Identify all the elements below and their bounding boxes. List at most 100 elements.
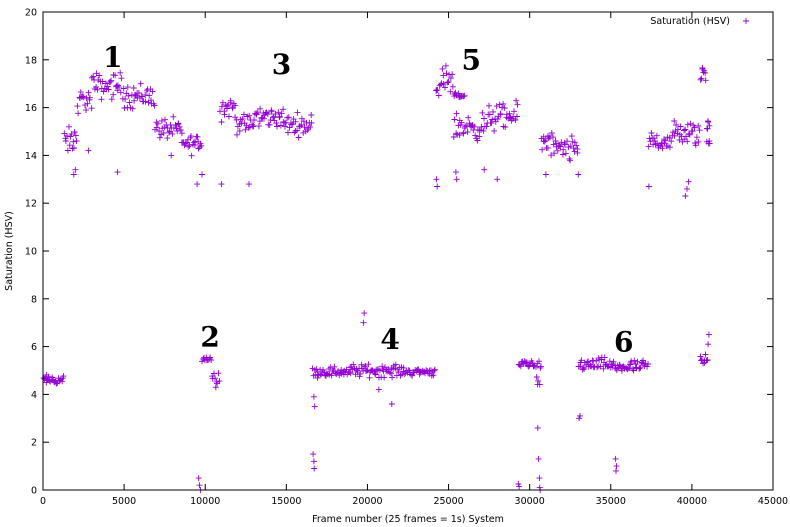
data-point — [542, 137, 549, 144]
data-point — [388, 370, 394, 377]
data-point — [158, 117, 165, 124]
y-tick-label: 18 — [25, 55, 37, 66]
data-point — [562, 141, 568, 148]
data-point-outlier — [494, 176, 501, 183]
data-point — [346, 368, 353, 375]
data-point — [328, 372, 335, 379]
data-point — [571, 139, 578, 146]
data-point — [560, 146, 567, 153]
data-point — [94, 86, 101, 93]
data-point — [160, 130, 167, 136]
data-point — [107, 78, 114, 85]
data-point — [182, 140, 189, 147]
data-point — [697, 353, 704, 360]
data-point — [366, 374, 373, 381]
data-point — [257, 105, 264, 112]
data-point-outlier — [613, 467, 619, 474]
data-point-outlier — [218, 181, 225, 188]
x-axis-title: Frame number (25 frames = 1s) System — [312, 514, 504, 525]
data-point — [533, 363, 539, 370]
data-point-outlier — [575, 171, 582, 178]
data-point — [548, 130, 555, 136]
data-point — [601, 354, 608, 361]
data-point-outlier — [195, 475, 202, 482]
x-tick-label: 10000 — [190, 496, 220, 507]
data-point — [684, 138, 691, 145]
data-point — [637, 364, 644, 371]
data-point — [130, 85, 137, 91]
data-point — [170, 113, 177, 120]
data-point — [266, 121, 273, 128]
data-point — [431, 366, 438, 373]
data-point — [294, 127, 301, 134]
data-point-outlier — [388, 401, 395, 407]
data-point — [580, 364, 586, 371]
data-point — [261, 115, 267, 122]
y-tick-label: 0 — [31, 486, 37, 497]
data-point-outlier — [536, 475, 543, 482]
data-point — [684, 121, 691, 128]
data-point-outlier — [311, 403, 318, 410]
data-point-outlier — [535, 455, 542, 462]
data-point — [494, 116, 501, 122]
data-point — [558, 139, 565, 146]
data-point — [497, 111, 504, 118]
data-point — [597, 363, 604, 370]
data-point — [381, 374, 388, 381]
data-point — [501, 105, 508, 111]
data-point — [176, 123, 183, 130]
data-point-outlier — [452, 169, 459, 176]
data-point-outlier — [705, 331, 712, 338]
data-point — [444, 79, 451, 86]
data-point — [562, 150, 569, 157]
legend-marker — [743, 18, 749, 24]
data-point — [142, 92, 149, 98]
data-point — [245, 124, 252, 131]
data-point — [314, 374, 321, 381]
data-point — [62, 138, 69, 144]
data-point — [397, 372, 404, 379]
data-point — [93, 84, 100, 90]
data-point — [409, 372, 416, 379]
data-point — [59, 378, 66, 385]
data-point — [435, 92, 442, 99]
y-tick-label: 2 — [31, 438, 37, 449]
data-point — [73, 138, 80, 144]
data-point — [118, 75, 125, 82]
segment-annotations: 1 2 3 4 5 6 — [103, 41, 633, 358]
data-point-outlier — [682, 193, 689, 199]
data-point — [474, 137, 481, 144]
data-point — [557, 143, 564, 150]
y-tick-label: 14 — [25, 151, 37, 162]
data-point — [447, 88, 454, 95]
data-point — [75, 110, 82, 117]
data-point — [232, 102, 239, 109]
data-point — [704, 357, 711, 363]
data-point — [232, 114, 239, 121]
data-point-outlier — [196, 482, 203, 489]
data-point — [156, 134, 163, 141]
data-point — [653, 132, 660, 139]
data-point — [551, 150, 558, 157]
data-point — [60, 373, 67, 380]
data-point-outlier — [168, 152, 175, 159]
data-point — [124, 84, 131, 91]
data-point — [697, 76, 704, 83]
data-point — [682, 126, 689, 133]
data-point-outlier — [360, 319, 367, 326]
data-point — [313, 366, 320, 373]
data-point — [428, 367, 434, 374]
data-point — [695, 123, 702, 129]
y-axis-title: Saturation (HSV) — [4, 211, 15, 291]
data-point — [552, 137, 559, 144]
data-point — [308, 112, 315, 118]
data-point — [702, 351, 709, 358]
data-point — [221, 111, 228, 118]
data-point — [331, 363, 338, 370]
segment-annotation-5: 5 — [462, 43, 481, 76]
data-point — [218, 103, 225, 110]
data-point — [440, 72, 447, 79]
data-point — [186, 142, 193, 149]
data-point — [683, 133, 689, 140]
